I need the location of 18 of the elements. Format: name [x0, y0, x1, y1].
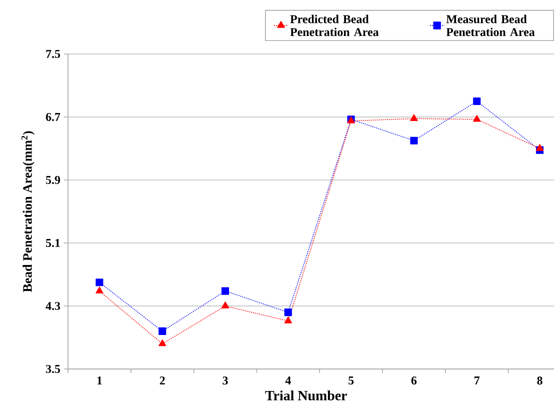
y-tick-label: 7.5 — [46, 50, 60, 58]
x-tick-label: 3 — [222, 376, 228, 385]
y-tick-label: 6.7 — [46, 112, 60, 122]
x-tick-label: 6 — [411, 376, 417, 385]
x-tick-label: 8 — [537, 376, 542, 385]
legend-label: Measured Bead Penetration Area — [446, 14, 535, 36]
x-axis-title: Trial Number — [265, 390, 347, 400]
x-tick-label: 1 — [97, 376, 102, 384]
legend-label: Predicted Bead Penetration Area — [290, 14, 379, 36]
x-tick-label: 4 — [285, 376, 291, 384]
y-tick-label: 3.5 — [46, 364, 60, 374]
x-tick-label: 7 — [474, 376, 480, 384]
x-tick-label: 5 — [348, 376, 354, 384]
y-tick-label: 4.3 — [46, 302, 60, 310]
y-tick-label: 5.1 — [46, 238, 60, 248]
y-axis-title: Bead Penetration Area(mm$^{2}$) — [21, 131, 34, 292]
x-tick-label: 2 — [160, 376, 165, 384]
y-tick-label: 5.9 — [46, 176, 60, 184]
